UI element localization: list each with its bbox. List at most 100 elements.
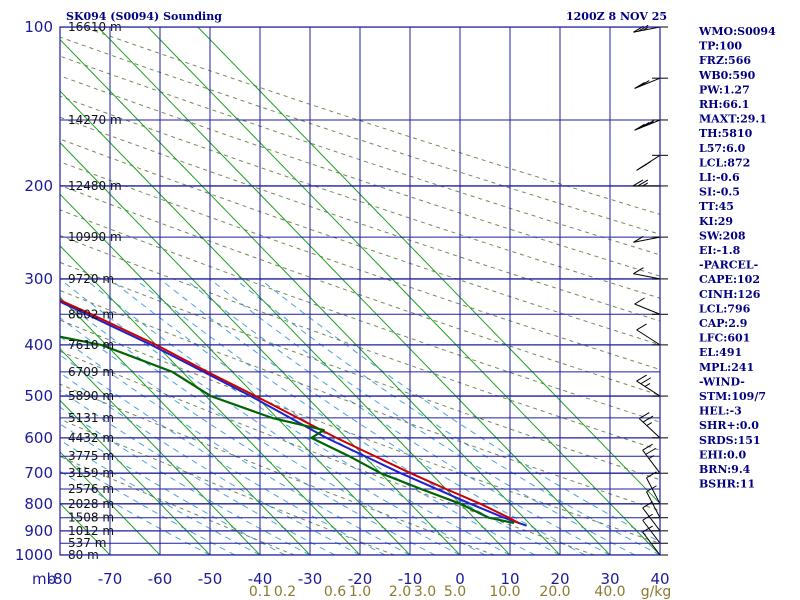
temperature-tick-label: -40 bbox=[248, 570, 273, 588]
dry-adiabat-line bbox=[60, 261, 660, 481]
isotherm-line bbox=[60, 245, 361, 555]
dry-adiabat-line bbox=[60, 184, 660, 396]
barb-feather bbox=[632, 179, 644, 187]
height-label: 7610 m bbox=[68, 338, 114, 352]
dry-adiabat-line bbox=[60, 289, 660, 512]
barb-feather bbox=[634, 82, 645, 89]
isotherm-line bbox=[60, 296, 311, 555]
wind-barb bbox=[636, 374, 668, 397]
barb-shaft bbox=[642, 519, 661, 544]
pressure-tick-label: 700 bbox=[24, 464, 53, 482]
barb-shaft bbox=[646, 491, 661, 518]
wind-barb bbox=[634, 77, 668, 89]
barb-feather bbox=[633, 235, 644, 243]
dry-adiabat-line bbox=[60, 209, 660, 423]
isotherm-line bbox=[60, 90, 511, 555]
temperature-tick-label: -80 bbox=[48, 570, 73, 588]
barb-feather bbox=[645, 447, 657, 455]
plot-frame bbox=[59, 26, 661, 556]
index-value: EI:-1.8 bbox=[699, 244, 741, 257]
mixing-ratio-tick-label: 5.0 bbox=[444, 584, 466, 600]
plot-grid bbox=[0, 27, 660, 555]
mixing-ratio-line bbox=[60, 423, 286, 555]
pressure-tick-label: 600 bbox=[24, 429, 53, 447]
mixing-ratio-line bbox=[60, 455, 236, 555]
index-value: STM:109/7 bbox=[699, 390, 766, 403]
index-value: BSHR:11 bbox=[699, 478, 755, 491]
dry-adiabat-line bbox=[60, 235, 660, 451]
barb-feather bbox=[640, 161, 652, 169]
barb-feather bbox=[646, 485, 657, 493]
mixing-ratio-line bbox=[60, 439, 261, 555]
height-label: 9720 m bbox=[68, 272, 114, 286]
isotherm-line bbox=[60, 38, 561, 555]
mb-label: mb bbox=[32, 570, 56, 588]
mixing-ratio-tick-label: 40.0 bbox=[594, 584, 625, 600]
isotherm-line bbox=[60, 141, 461, 555]
dry-adiabat-line bbox=[82, 27, 660, 215]
barb-feather bbox=[636, 323, 647, 331]
barb-shaft bbox=[634, 119, 661, 131]
mixing-ratio-tick-label: 3.0 bbox=[414, 584, 436, 600]
height-label: 537 m bbox=[68, 536, 106, 550]
temperature-tick-label: -70 bbox=[98, 570, 123, 588]
barb-half-feather bbox=[642, 182, 648, 187]
parcel-trace bbox=[60, 300, 527, 527]
isotherm-line bbox=[60, 348, 261, 555]
dry-adiabat-line bbox=[60, 161, 660, 371]
barb-feather bbox=[639, 412, 650, 420]
barb-feather bbox=[636, 374, 647, 382]
barb-feather bbox=[646, 471, 657, 479]
mixing-ratio-tick-label: 1.0 bbox=[349, 584, 371, 600]
dry-adiabat-line bbox=[60, 418, 395, 555]
height-label: 2576 m bbox=[68, 482, 114, 496]
pressure-tick-label: 100 bbox=[24, 18, 53, 36]
pressure-tick-label: 800 bbox=[24, 495, 53, 513]
pressure-axis: 100 200 300 400 500 600 700 800 900 1000 bbox=[15, 18, 53, 564]
index-value: LCL:796 bbox=[699, 302, 751, 315]
wind-barb bbox=[642, 443, 668, 474]
barb-half-feather bbox=[644, 383, 651, 387]
index-value: CAPE:102 bbox=[699, 273, 760, 286]
temperature-tick-label: -50 bbox=[198, 570, 223, 588]
index-value: LI:-0.6 bbox=[699, 171, 740, 184]
temperature-tick-label: -30 bbox=[298, 570, 323, 588]
height-label: 3159 m bbox=[68, 466, 114, 480]
dry-adiabat-line bbox=[60, 138, 660, 346]
wind-barb bbox=[632, 179, 668, 187]
barb-shaft bbox=[633, 236, 661, 243]
isotherm-line bbox=[0, 27, 10, 555]
dry-adiabat-line bbox=[60, 95, 660, 299]
barb-feather bbox=[640, 377, 652, 385]
height-label: 12480 m bbox=[68, 179, 122, 193]
mixing-ratio-tick-label: 0.6 bbox=[324, 584, 346, 600]
height-label: 3775 m bbox=[68, 449, 114, 463]
temperature-tick-label: 40 bbox=[650, 570, 669, 588]
index-value: L57:6.0 bbox=[699, 142, 746, 155]
barb-shaft bbox=[642, 531, 661, 556]
wind-barb bbox=[636, 154, 668, 171]
index-value: PW:1.27 bbox=[699, 83, 750, 96]
index-value: FRZ:566 bbox=[699, 54, 751, 67]
index-value: TT:45 bbox=[699, 200, 734, 213]
barb-shaft bbox=[633, 26, 661, 33]
mixing-ratio-line bbox=[209, 278, 636, 555]
height-label: 4432 m bbox=[68, 431, 114, 445]
isotherm-line bbox=[147, 27, 660, 555]
isotherm-line bbox=[60, 193, 411, 555]
mixing-ratio-line bbox=[60, 354, 386, 555]
pressure-tick-label: 200 bbox=[24, 177, 53, 195]
index-value: WMO:S0094 bbox=[698, 25, 776, 38]
barb-half-feather bbox=[648, 455, 655, 459]
index-value: KI:29 bbox=[699, 215, 733, 228]
height-label: 14270 m bbox=[68, 113, 122, 127]
mixing-ratio-tick-label: 10.0 bbox=[489, 584, 520, 600]
mixing-ratio-line bbox=[234, 278, 660, 555]
barb-feather bbox=[638, 121, 650, 129]
barb-feather bbox=[634, 123, 645, 131]
isotherm-line bbox=[60, 399, 211, 555]
index-value: RH:66.1 bbox=[699, 98, 749, 111]
barb-shaft bbox=[642, 449, 661, 474]
pressure-tick-label: 500 bbox=[24, 387, 53, 405]
wind-barb bbox=[634, 119, 668, 131]
